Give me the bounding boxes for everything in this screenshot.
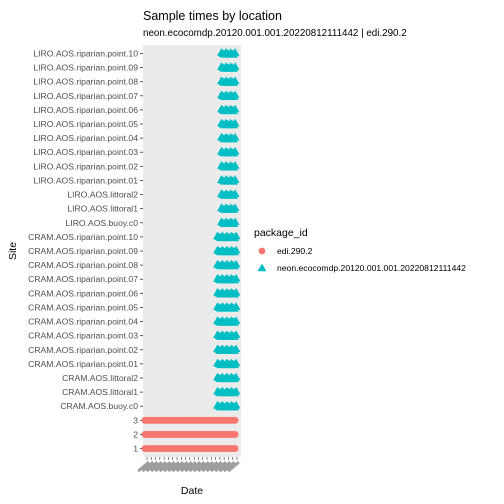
y-tick-label: CRAM.AOS.riparian.point.10	[28, 232, 138, 242]
y-tick-label: CRAM.AOS.riparian.point.02	[28, 345, 138, 355]
y-tick-label: LIRO.AOS.littoral2	[67, 190, 138, 200]
triangle-marker	[231, 400, 241, 409]
triangle-marker	[231, 288, 241, 296]
y-tick-label: 1	[133, 444, 138, 454]
data-markers	[141, 48, 241, 452]
triangle-marker	[230, 217, 240, 226]
x-tick-label-glyph	[184, 460, 197, 473]
x-tick-label-glyph	[214, 460, 227, 473]
y-tick-label: LIRO.AOS.riparian.point.04	[33, 133, 138, 143]
y-tick-label: LIRO.AOS.riparian.point.07	[33, 91, 138, 101]
y-tick-label: CRAM.AOS.riparian.point.09	[28, 246, 138, 256]
y-tick-label: 2	[133, 429, 138, 439]
y-tick-label: LIRO.AOS.riparian.point.03	[33, 147, 138, 157]
circle-marker	[231, 431, 239, 438]
y-tick-label: LIRO.AOS.riparian.point.08	[33, 77, 138, 87]
triangle-marker	[231, 372, 241, 381]
x-tick-label-glyph	[137, 460, 150, 473]
x-tick-label-glyph	[210, 460, 223, 473]
circle-marker	[231, 445, 239, 452]
y-tick-label: CRAM.AOS.riparian.point.08	[28, 260, 138, 270]
y-tick-label: LIRO.AOS.riparian.point.09	[33, 63, 138, 73]
triangle-marker	[230, 189, 240, 197]
triangle-marker	[231, 386, 241, 395]
legend-label: neon.ecocomdp.20120.001.001.202208121114…	[277, 263, 466, 273]
x-tick-label-glyph	[227, 460, 240, 473]
y-tick-label: LIRO.AOS.littoral1	[67, 204, 138, 214]
triangle-marker	[230, 48, 240, 56]
triangle-marker	[231, 302, 241, 310]
circle-marker	[231, 416, 239, 424]
y-tick-label: LIRO.AOS.riparian.point.02	[33, 161, 138, 171]
y-tick-label: CRAM.AOS.buoy.c0	[60, 401, 138, 411]
triangle-marker	[230, 203, 240, 212]
triangle-marker	[231, 259, 241, 268]
triangle-marker	[231, 358, 241, 367]
y-tick-label: LIRO.AOS.riparian.point.01	[33, 175, 138, 185]
y-tick-label: LIRO.AOS.riparian.point.10	[33, 48, 138, 58]
x-tick-label-glyph	[150, 460, 163, 473]
x-tick-label-glyph	[175, 460, 189, 473]
triangle-marker	[230, 175, 240, 183]
triangle-marker	[231, 245, 241, 254]
y-tick-label: CRAM.AOS.riparian.point.04	[28, 317, 138, 327]
triangle-marker	[230, 90, 240, 99]
x-axis	[137, 457, 240, 473]
y-tick-label: CRAM.AOS.littoral1	[62, 387, 138, 397]
x-tick-label-glyph	[167, 460, 180, 473]
legend: package_id edi.290.2 neon.ecocomdp.20120.…	[254, 227, 466, 273]
triangle-marker	[230, 76, 240, 85]
x-tick-label-glyph	[158, 460, 172, 473]
x-tick-label-glyph	[218, 460, 232, 473]
legend-entry: neon.ecocomdp.20120.001.001.202208121114…	[257, 263, 466, 273]
x-tick-label-glyph	[154, 460, 167, 473]
y-axis: 1 2 3 CRAM.AOS.buoy.c0 CRAM.AOS.littoral1 CRA…	[28, 48, 143, 454]
y-tick-label: LIRO.AOS.riparian.point.06	[33, 105, 138, 115]
y-tick-label: CRAM.AOS.riparian.point.03	[28, 331, 138, 341]
x-tick-label-glyph	[171, 460, 185, 473]
triangle-marker	[231, 273, 241, 282]
y-tick-label: CRAM.AOS.riparian.point.05	[28, 302, 138, 312]
legend-label: edi.290.2	[277, 246, 313, 256]
x-tick-label-glyph	[201, 460, 215, 473]
y-tick-label: CRAM.AOS.riparian.point.07	[28, 274, 138, 284]
triangle-marker	[230, 132, 240, 141]
y-tick-label: CRAM.AOS.riparian.point.01	[28, 359, 138, 369]
triangle-marker	[230, 146, 240, 155]
x-tick-label-glyph	[180, 460, 193, 473]
x-tick-label-glyph	[141, 460, 155, 473]
legend-triangle-key	[257, 263, 267, 272]
x-tick-label-glyph	[222, 460, 236, 473]
y-tick-label: LIRO.AOS.riparian.point.05	[33, 119, 138, 129]
legend-entry: edi.290.2	[258, 246, 313, 256]
triangle-marker	[230, 118, 240, 127]
chart-title: Sample times by location	[143, 9, 282, 23]
triangle-marker	[231, 330, 241, 339]
y-tick-label: LIRO.AOS.buoy.c0	[66, 218, 139, 228]
x-tick-label-glyph	[188, 460, 202, 473]
x-tick-label-glyph	[145, 460, 159, 473]
y-tick-label: 3	[133, 415, 138, 425]
legend-title: package_id	[254, 227, 308, 239]
triangle-marker	[231, 316, 241, 324]
x-tick-label-glyph	[192, 460, 206, 473]
x-tick-label-glyph	[197, 460, 210, 473]
triangle-marker	[231, 231, 241, 240]
triangle-marker	[230, 62, 240, 70]
triangle-marker	[231, 344, 241, 353]
legend-circle-key	[258, 247, 266, 255]
triangle-marker	[230, 104, 240, 113]
y-tick-label: CRAM.AOS.littoral2	[62, 373, 138, 383]
chart-subtitle: neon.ecocomdp.20120.001.001.202208121114…	[143, 28, 407, 39]
x-tick-label-glyph	[205, 460, 219, 473]
y-tick-label: CRAM.AOS.riparian.point.06	[28, 288, 138, 298]
x-tick-label-glyph	[162, 460, 176, 473]
y-axis-label: Site	[7, 242, 19, 260]
x-axis-label: Date	[181, 485, 203, 497]
triangle-marker	[230, 161, 240, 169]
